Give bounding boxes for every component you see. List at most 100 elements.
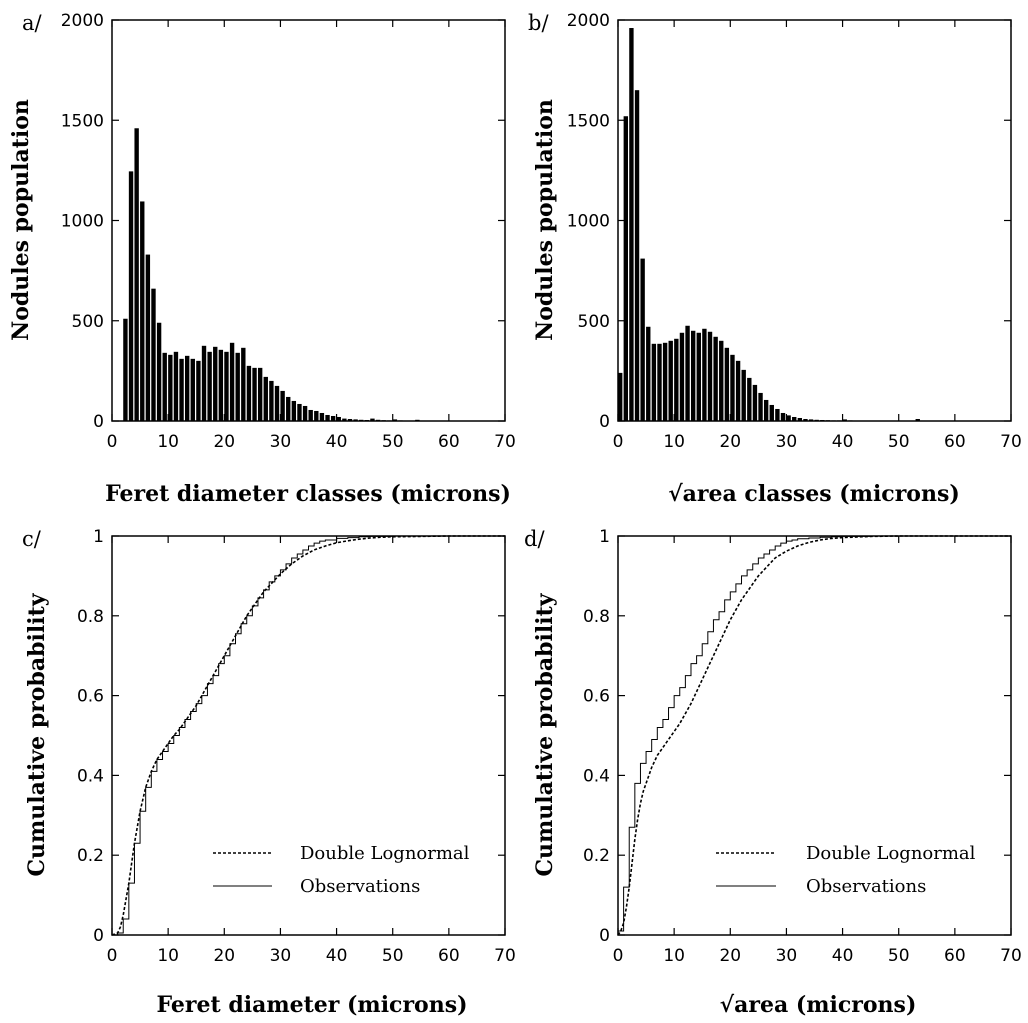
bar-b-4 [640,258,645,421]
bar-b-30 [786,415,791,421]
bar-a-44 [370,418,375,421]
legend-label-double-lognormal-c: Double Lognormal [300,843,470,864]
y-tick-label-a-0: 0 [93,412,104,432]
y-tick-label-d-3: 0.6 [583,687,610,707]
y-tick-label-d-0: 0 [599,926,610,946]
bar-a-8 [168,354,173,421]
bar-b-27 [769,404,774,421]
bar-b-37 [825,420,831,421]
bar-b-12 [685,325,690,421]
x-tick-label-b-3: 30 [776,432,798,452]
y-tick-label-b-3: 1500 [567,111,610,131]
bar-a-45 [375,419,381,421]
x-tick-label-b-5: 50 [888,432,910,452]
bar-b-16 [707,331,713,421]
panel-c: c/ 0 10 20 30 40 50 60 70 0 0.2 0.4 0.6 0.8 1 Double… [22,527,516,1018]
y-tick-label-c-5: 1 [93,527,104,547]
bar-a-50 [403,420,409,422]
bars-a [123,128,504,422]
bar-a-53 [420,420,426,422]
bar-b-48 [887,420,892,422]
bar-b-66 [988,420,993,422]
plot-frame-c [111,535,506,936]
x-tick-label-d-0: 0 [613,946,624,966]
bar-a-32 [302,405,308,421]
bar-a-38 [336,416,341,421]
x-tick-label-d-5: 50 [888,946,910,966]
bar-b-56 [932,420,937,422]
x-ticks-d: 0 10 20 30 40 50 60 70 [613,536,1022,966]
x-ticks-b: 0 10 20 30 40 50 60 70 [613,20,1022,452]
bar-a-47 [387,420,392,421]
bar-a-31 [297,403,302,421]
y-ticks-d: 0 0.2 0.4 0.6 0.8 1 [583,527,1011,946]
x-tick-label-c-1: 10 [157,946,179,966]
bar-b-33 [803,418,808,421]
bar-a-6 [156,322,162,421]
bar-b-57 [938,420,943,422]
x-ticks-c: 0 10 20 30 40 50 60 70 [107,536,516,966]
x-tick-label-a-6: 60 [438,432,460,452]
y-tick-label-c-3: 0.6 [77,687,104,707]
legend-label-double-lognormal-d: Double Lognormal [806,843,976,864]
bar-b-68 [999,420,1005,422]
bar-a-10 [179,358,184,421]
bar-b-11 [679,332,685,421]
y-axis-title-c: Cumulative probability [24,592,50,876]
bar-a-29 [286,396,291,421]
bar-b-8 [662,342,668,421]
x-tick-label-b-2: 20 [719,432,741,452]
bar-b-49 [893,420,898,422]
bar-a-15 [207,351,212,421]
bar-b-35 [814,419,819,421]
bar-a-1 [128,171,134,421]
bar-a-48 [392,419,398,421]
x-tick-label-d-7: 70 [1000,946,1022,966]
bar-b-46 [876,420,881,422]
panel-label-b: b/ [528,11,549,35]
y-tick-label-d-2: 0.4 [583,766,610,786]
bar-a-24 [257,367,263,421]
bar-a-11 [184,355,190,421]
x-tick-label-a-4: 40 [326,432,348,452]
bar-a-25 [263,376,268,421]
bar-b-62 [966,420,971,422]
bar-a-41 [353,419,358,421]
panel-label-d: d/ [524,527,545,551]
bar-b-32 [797,417,803,421]
bar-b-24 [752,384,758,421]
bar-b-53 [915,418,920,421]
bar-b-15 [702,328,707,421]
legend-label-observations-c: Observations [300,876,420,897]
x-ticks-a: 0 10 20 30 40 50 60 70 [107,20,516,452]
bar-b-7 [657,343,662,421]
lines-c [111,535,505,936]
bar-b-0 [618,372,623,421]
x-tick-label-b-0: 0 [613,432,624,452]
bar-a-20 [235,352,240,421]
bar-a-39 [342,418,347,421]
bar-b-44 [865,420,870,422]
y-ticks-c: 0 0.2 0.4 0.6 0.8 1 [77,527,505,946]
bar-b-3 [634,90,640,422]
bar-a-37 [330,415,336,421]
y-tick-label-a-1: 500 [72,312,104,332]
series-observations-d [618,535,1011,932]
bar-b-19 [724,347,730,421]
y-axis-title-a: Nodules population [8,99,34,341]
bar-b-42 [853,420,859,422]
x-tick-label-c-3: 30 [270,946,292,966]
bar-b-31 [792,416,797,421]
bar-a-54 [426,420,431,422]
bar-b-41 [848,420,853,421]
x-axis-title-a: Feret diameter classes (microns) [105,481,511,507]
bar-b-40 [842,419,847,421]
bar-b-10 [674,338,679,421]
x-axis-title-c: Feret diameter (microns) [157,992,468,1018]
x-tick-label-a-5: 50 [382,432,404,452]
x-tick-label-a-3: 30 [270,432,292,452]
bar-a-35 [319,412,325,421]
bar-a-36 [325,414,330,421]
bar-b-58 [943,420,949,422]
